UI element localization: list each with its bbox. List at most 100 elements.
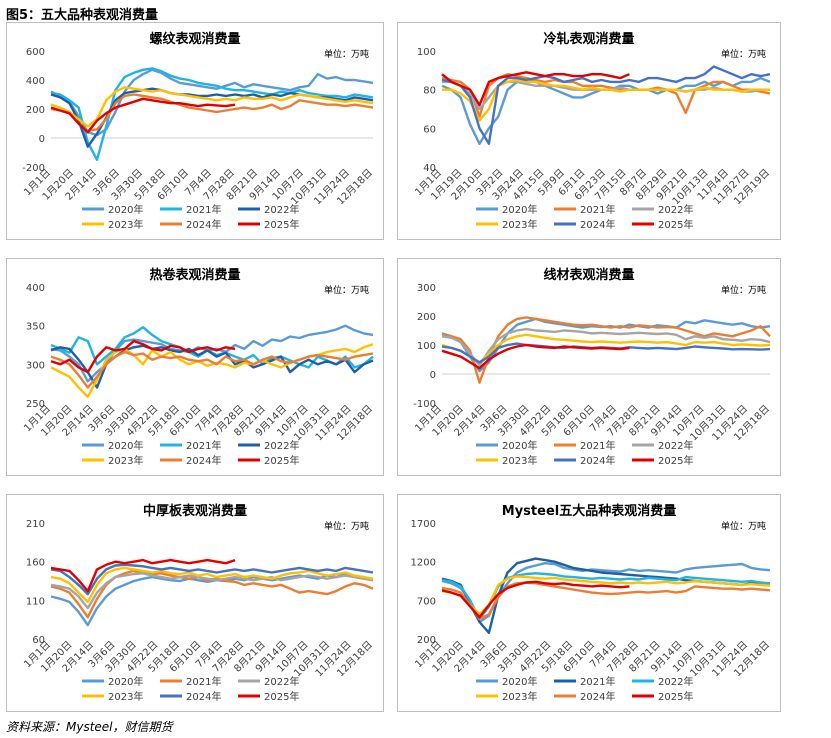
series-line bbox=[441, 71, 630, 107]
y-tick-label: 100 bbox=[417, 47, 436, 58]
legend-label: 2025年 bbox=[658, 454, 693, 467]
chart-panel-rebar: 螺纹表观消费量 单位：万吨 -200 0 200 400 600 1月1日 1月20日 2月14日… bbox=[6, 22, 384, 240]
figure-title: 图5：五大品种表观消费量 bbox=[6, 8, 159, 23]
series-line bbox=[50, 93, 374, 133]
unit-label: 单位：万吨 bbox=[721, 48, 766, 60]
y-tick-label: 400 bbox=[26, 76, 45, 87]
unit-label: 单位：万吨 bbox=[721, 520, 766, 532]
legend-label: 2021年 bbox=[580, 675, 615, 688]
legend-label: 2024年 bbox=[580, 690, 615, 703]
chart-title: 冷轧表观消费量 bbox=[543, 31, 634, 47]
legend-label: 2024年 bbox=[186, 218, 221, 231]
chart-panel-wire-rod: 线材表观消费量 单位：万吨 -100 0 100 200 300 1月1日 1月20日 2月14日… bbox=[397, 258, 781, 476]
legend-label: 2024年 bbox=[580, 454, 615, 467]
y-tick-label: 0 bbox=[430, 370, 436, 381]
chart-svg: 线材表观消费量单位：万吨-10001002003001月1日1月20日2月14日… bbox=[412, 267, 772, 467]
legend-label: 2021年 bbox=[580, 439, 615, 452]
unit-label: 单位：万吨 bbox=[324, 48, 369, 60]
y-tick-label: 400 bbox=[26, 283, 45, 294]
series-line bbox=[441, 343, 630, 370]
legend-label: 2025年 bbox=[264, 454, 299, 467]
legend-label: 2020年 bbox=[502, 203, 537, 216]
unit-label: 单位：万吨 bbox=[324, 284, 369, 296]
series-line bbox=[50, 566, 374, 604]
legend-label: 2024年 bbox=[186, 690, 221, 703]
legend-label: 2023年 bbox=[108, 690, 143, 703]
legend-label: 2022年 bbox=[264, 675, 299, 688]
source-note: 资料来源：Mysteel，财信期货 bbox=[6, 720, 173, 734]
y-tick-label: 200 bbox=[417, 635, 436, 646]
series-line bbox=[441, 327, 771, 367]
series-line bbox=[50, 350, 374, 389]
y-tick-label: 600 bbox=[26, 47, 45, 58]
chart-title: Mysteel五大品种表观消费量 bbox=[502, 503, 676, 519]
legend-label: 2020年 bbox=[108, 203, 143, 216]
legend-label: 2022年 bbox=[658, 439, 693, 452]
unit-label: 单位：万吨 bbox=[324, 520, 369, 532]
series-line bbox=[50, 558, 236, 593]
series-line bbox=[50, 563, 374, 596]
y-tick-label: 100 bbox=[417, 341, 436, 352]
y-tick-label: 80 bbox=[423, 86, 436, 97]
legend-label: 2021年 bbox=[186, 439, 221, 452]
y-tick-label: -200 bbox=[22, 163, 45, 174]
unit-label: 单位：万吨 bbox=[721, 284, 766, 296]
chart-panel-cold-rolled: 冷轧表观消费量 单位：万吨 40 60 80 100 1月1日 1月19日 2月10日 3月2日 3… bbox=[397, 22, 781, 240]
legend-label: 2023年 bbox=[108, 218, 143, 231]
series-line bbox=[50, 86, 374, 128]
legend-label: 2020年 bbox=[502, 439, 537, 452]
y-tick-label: 60 bbox=[32, 635, 45, 646]
y-tick-label: 1700 bbox=[411, 519, 436, 530]
series-line bbox=[441, 333, 771, 364]
series-line bbox=[441, 580, 630, 619]
y-tick-label: 350 bbox=[26, 322, 45, 333]
legend-label: 2025年 bbox=[658, 690, 693, 703]
legend-label: 2020年 bbox=[502, 675, 537, 688]
legend-label: 2022年 bbox=[658, 203, 693, 216]
legend-label: 2020年 bbox=[108, 675, 143, 688]
legend-label: 2023年 bbox=[502, 454, 537, 467]
legend-label: 2023年 bbox=[502, 690, 537, 703]
y-tick-label: 40 bbox=[423, 163, 436, 174]
legend-label: 2022年 bbox=[264, 203, 299, 216]
chart-panel-five-products: Mysteel五大品种表观消费量 单位：万吨 200 700 1200 1700 1月1日 1… bbox=[397, 494, 781, 712]
legend-label: 2021年 bbox=[580, 203, 615, 216]
chart-title: 中厚板表观消费量 bbox=[143, 503, 247, 519]
y-tick-label: 60 bbox=[423, 124, 436, 135]
chart-panel-hot-rolled: 热卷表观消费量 单位：万吨 250 300 350 400 1月1日 1月20日 2月14日 3月… bbox=[6, 258, 384, 476]
legend-label: 2023年 bbox=[108, 454, 143, 467]
y-tick-label: 110 bbox=[26, 596, 45, 607]
legend-label: 2024年 bbox=[186, 454, 221, 467]
y-tick-label: 700 bbox=[417, 596, 436, 607]
y-tick-label: 200 bbox=[26, 105, 45, 116]
legend-label: 2022年 bbox=[658, 675, 693, 688]
chart-panel-medium-plate: 中厚板表观消费量 单位：万吨 60 110 160 210 1月1日 1月20日 2月14日 3月… bbox=[6, 494, 384, 712]
legend-label: 2022年 bbox=[264, 439, 299, 452]
legend-label: 2023年 bbox=[502, 218, 537, 231]
series-line bbox=[50, 339, 236, 374]
y-tick-label: 1200 bbox=[411, 558, 436, 569]
y-tick-label: 300 bbox=[26, 360, 45, 371]
series-line bbox=[441, 65, 771, 146]
legend-label: 2021年 bbox=[186, 203, 221, 216]
y-tick-label: 210 bbox=[26, 519, 45, 530]
series-line bbox=[50, 97, 236, 134]
chart-svg: 中厚板表观消费量单位：万吨601101602101月1日1月20日2月14日3月… bbox=[21, 503, 375, 703]
series-line bbox=[50, 67, 374, 162]
chart-svg: 螺纹表观消费量单位：万吨-20002004006001月1日1月20日2月14日… bbox=[21, 31, 375, 231]
chart-svg: 冷轧表观消费量单位：万吨4060801001月1日1月19日2月10日3月2日3… bbox=[412, 31, 772, 231]
chart-svg: Mysteel五大品种表观消费量单位：万吨200700120017001月1日1… bbox=[411, 503, 773, 703]
y-tick-label: 300 bbox=[417, 283, 436, 294]
legend-label: 2025年 bbox=[264, 690, 299, 703]
chart-title: 热卷表观消费量 bbox=[149, 267, 240, 283]
legend-label: 2024年 bbox=[580, 218, 615, 231]
chart-title: 线材表观消费量 bbox=[543, 267, 634, 283]
y-tick-label: 250 bbox=[26, 399, 45, 410]
series-line bbox=[441, 575, 771, 616]
legend-label: 2025年 bbox=[658, 218, 693, 231]
series-line bbox=[50, 572, 374, 610]
y-tick-label: -100 bbox=[413, 399, 436, 410]
chart-svg: 热卷表观消费量单位：万吨2503003504001月1日1月20日2月14日3月… bbox=[21, 267, 375, 467]
legend-label: 2020年 bbox=[108, 439, 143, 452]
y-tick-label: 160 bbox=[26, 558, 45, 569]
